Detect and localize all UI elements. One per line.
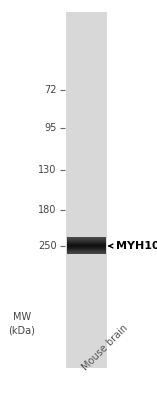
Bar [67, 245, 106, 246]
Bar [67, 250, 106, 251]
Bar [67, 243, 106, 244]
Bar [67, 251, 106, 252]
Bar [67, 241, 106, 242]
Bar [67, 247, 106, 248]
Bar [67, 242, 106, 243]
Bar [67, 252, 106, 253]
Bar [67, 247, 106, 248]
Bar [67, 240, 106, 241]
Bar [67, 249, 106, 250]
Bar [67, 246, 106, 247]
Bar [67, 244, 106, 245]
Text: 130: 130 [38, 165, 57, 175]
Bar [67, 252, 106, 253]
Text: Mouse brain: Mouse brain [80, 322, 130, 372]
Bar [67, 239, 106, 240]
Text: 95: 95 [44, 123, 57, 133]
Bar [67, 244, 106, 245]
Text: 72: 72 [44, 85, 57, 95]
Bar [67, 237, 106, 238]
Bar [67, 246, 106, 247]
Bar [67, 240, 106, 241]
Bar [67, 248, 106, 249]
Bar [66, 12, 107, 368]
Bar [67, 238, 106, 239]
Bar [67, 245, 106, 246]
Bar [67, 238, 106, 239]
Text: 250: 250 [38, 241, 57, 251]
Bar [67, 239, 106, 240]
Bar [67, 250, 106, 251]
Bar [67, 253, 106, 254]
Bar [67, 253, 106, 254]
Text: 180: 180 [38, 205, 57, 215]
Text: MYH10: MYH10 [116, 241, 157, 251]
Bar [67, 251, 106, 252]
Bar [67, 249, 106, 250]
Text: MW
(kDa): MW (kDa) [8, 312, 35, 336]
Bar [67, 243, 106, 244]
Bar [67, 242, 106, 243]
Bar [67, 248, 106, 249]
